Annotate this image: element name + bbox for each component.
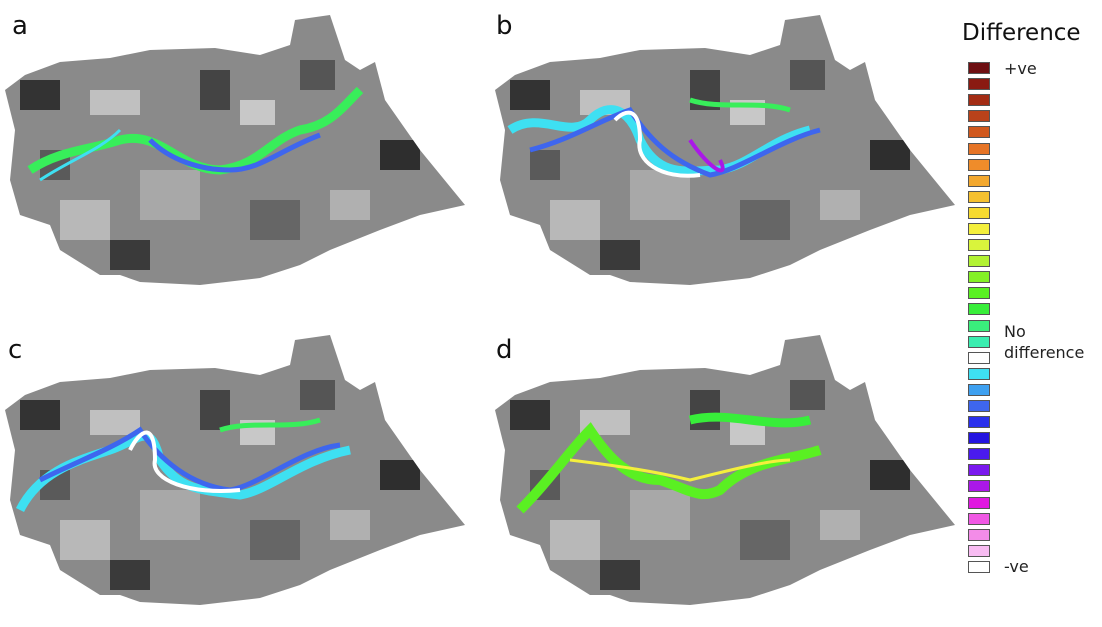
legend-row <box>962 495 1102 511</box>
legend-swatch <box>968 78 990 90</box>
legend-label: +ve <box>1004 58 1090 79</box>
page: a b c d Difference +veNo difference-ve (… <box>0 0 1102 627</box>
legend-row <box>962 237 1102 253</box>
legend-row <box>962 269 1102 285</box>
legend-swatch <box>968 416 990 428</box>
legend-row <box>962 414 1102 430</box>
legend-swatch <box>968 545 990 557</box>
legend-swatch <box>968 480 990 492</box>
legend-swatch <box>968 448 990 460</box>
legend-row <box>962 398 1102 414</box>
legend-swatch <box>968 320 990 332</box>
legend-swatch <box>968 110 990 122</box>
legend-row <box>962 205 1102 221</box>
legend-row <box>962 253 1102 269</box>
legend-swatch <box>968 464 990 476</box>
legend-row <box>962 446 1102 462</box>
legend-swatch <box>968 207 990 219</box>
legend-swatch <box>968 287 990 299</box>
legend-row: No difference <box>962 334 1102 350</box>
legend-row <box>962 462 1102 478</box>
legend-title: Difference <box>962 20 1102 46</box>
legend-row <box>962 366 1102 382</box>
legend-swatch <box>968 126 990 138</box>
legend-row <box>962 285 1102 301</box>
legend-swatch <box>968 255 990 267</box>
legend-row <box>962 301 1102 317</box>
legend-swatch <box>968 223 990 235</box>
legend-swatch <box>968 368 990 380</box>
legend-row <box>962 430 1102 446</box>
legend-swatch <box>968 336 990 348</box>
map-panel: c <box>5 335 465 605</box>
map-panel: b <box>495 11 955 285</box>
legend-swatch <box>968 175 990 187</box>
legend-swatch <box>968 513 990 525</box>
panel-label: c <box>8 335 22 365</box>
legend-row <box>962 92 1102 108</box>
legend-row: -ve <box>962 559 1102 575</box>
panel-label: a <box>12 11 28 41</box>
panel-label: d <box>496 335 513 365</box>
legend-row: +ve <box>962 60 1102 76</box>
legend-swatch <box>968 271 990 283</box>
legend-scale: +ve No difference -ve <box>962 60 1102 575</box>
legend: Difference +ve No difference -ve <box>962 20 1102 575</box>
legend-row <box>962 124 1102 140</box>
legend-swatch <box>968 143 990 155</box>
legend-swatch <box>968 239 990 251</box>
legend-swatch <box>968 529 990 541</box>
legend-swatch <box>968 561 990 573</box>
legend-swatch <box>968 352 990 364</box>
legend-row <box>962 140 1102 156</box>
legend-row <box>962 157 1102 173</box>
legend-row <box>962 108 1102 124</box>
legend-row <box>962 382 1102 398</box>
legend-swatch <box>968 384 990 396</box>
legend-swatch <box>968 159 990 171</box>
panel-label: b <box>496 11 513 41</box>
legend-row <box>962 173 1102 189</box>
legend-swatch <box>968 400 990 412</box>
legend-label: No difference <box>1004 321 1090 363</box>
legend-swatch <box>968 432 990 444</box>
legend-row <box>962 527 1102 543</box>
legend-swatch <box>968 497 990 509</box>
legend-swatch <box>968 191 990 203</box>
map-panel: d <box>495 335 955 605</box>
legend-row <box>962 478 1102 494</box>
legend-row <box>962 221 1102 237</box>
legend-swatch <box>968 94 990 106</box>
legend-swatch <box>968 62 990 74</box>
map-panel: a <box>5 11 465 285</box>
legend-swatch <box>968 303 990 315</box>
legend-row <box>962 511 1102 527</box>
map-figure: a b c d <box>0 0 955 627</box>
legend-label: -ve <box>1004 556 1090 577</box>
legend-row <box>962 189 1102 205</box>
